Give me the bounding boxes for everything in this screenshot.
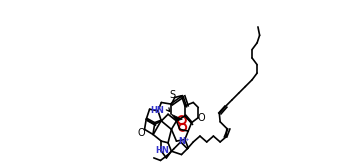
Text: O: O	[197, 113, 205, 123]
Text: HN: HN	[150, 106, 164, 115]
Text: O: O	[138, 128, 146, 138]
Text: S: S	[169, 90, 175, 100]
Text: N⁺: N⁺	[178, 137, 190, 146]
Polygon shape	[171, 114, 182, 121]
Text: HN: HN	[155, 146, 169, 155]
